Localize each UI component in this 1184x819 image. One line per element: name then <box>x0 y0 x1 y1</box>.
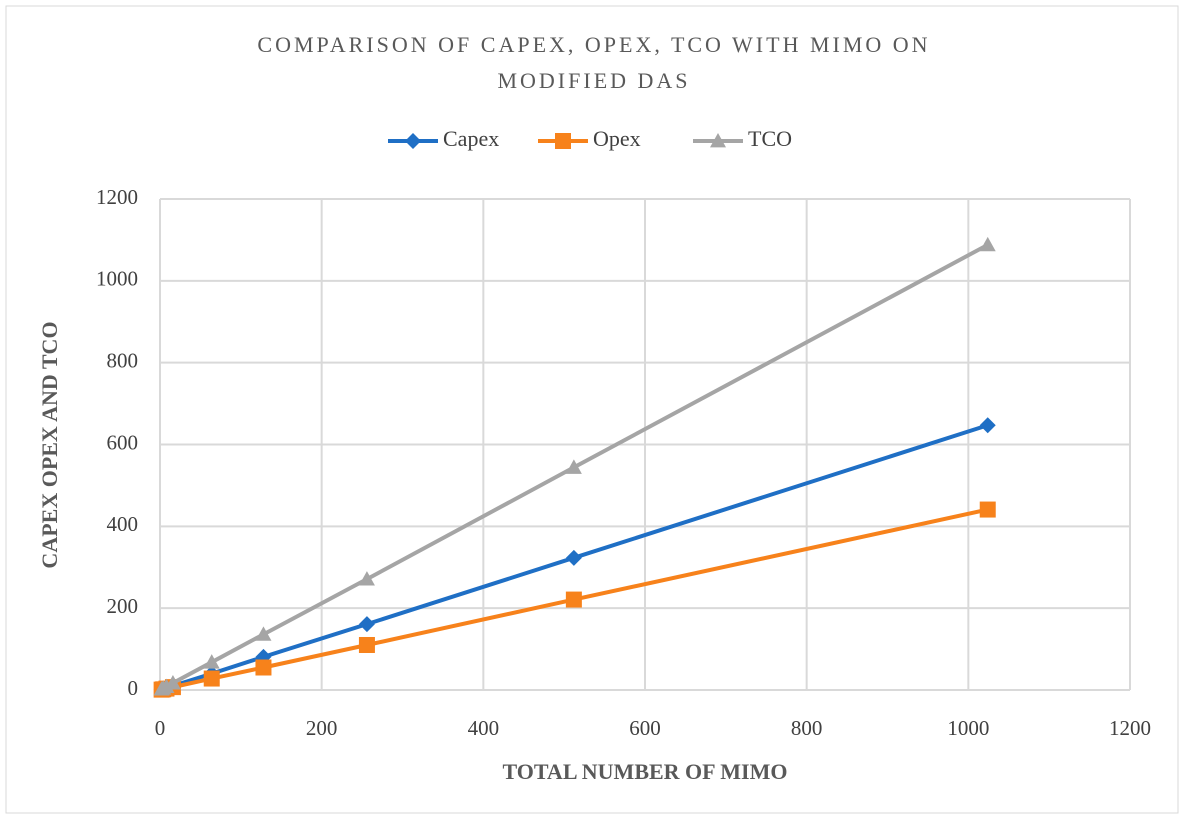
y-tick-label: 1200 <box>96 185 138 209</box>
legend-label: TCO <box>748 126 792 151</box>
x-tick-label: 0 <box>155 716 166 740</box>
legend-marker <box>405 133 421 149</box>
legend-marker <box>710 133 726 148</box>
x-tick-label: 400 <box>468 716 500 740</box>
data-point <box>979 501 996 518</box>
legend-marker <box>555 133 571 149</box>
legend-label: Opex <box>593 126 641 151</box>
y-tick-label: 0 <box>128 676 139 700</box>
x-axis-title: TOTAL NUMBER OF MIMO <box>503 759 788 784</box>
x-tick-label: 1200 <box>1109 716 1151 740</box>
data-point <box>255 626 272 641</box>
y-tick-label: 800 <box>107 348 139 372</box>
x-tick-label: 600 <box>629 716 661 740</box>
chart-frame <box>5 5 1179 814</box>
data-point <box>979 417 996 434</box>
x-tick-label: 800 <box>791 716 823 740</box>
chart-title: MODIFIED DAS <box>497 68 690 93</box>
data-point <box>979 236 996 252</box>
y-tick-label: 400 <box>107 512 139 536</box>
data-point <box>255 659 272 676</box>
y-tick-label: 200 <box>107 594 139 618</box>
chart-title: COMPARISON OF CAPEX, OPEX, TCO WITH MIMO… <box>257 32 930 57</box>
data-point <box>203 654 220 669</box>
legend-label: Capex <box>443 126 499 151</box>
y-axis-title: CAPEX OPEX AND TCO <box>37 321 62 568</box>
y-tick-label: 600 <box>107 430 139 454</box>
data-point <box>164 675 181 690</box>
data-point <box>358 636 375 653</box>
data-point <box>565 549 582 566</box>
data-point <box>203 670 220 687</box>
data-point <box>565 459 582 474</box>
x-tick-label: 1000 <box>947 716 989 740</box>
data-point <box>565 591 582 608</box>
y-tick-label: 1000 <box>96 267 138 291</box>
data-point <box>358 571 375 586</box>
x-tick-label: 200 <box>306 716 338 740</box>
data-point <box>358 616 375 633</box>
